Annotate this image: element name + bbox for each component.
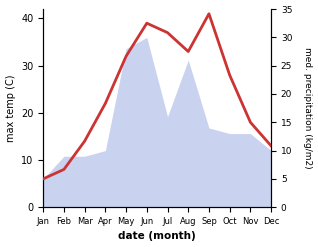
Y-axis label: max temp (C): max temp (C) <box>5 74 16 142</box>
X-axis label: date (month): date (month) <box>118 231 196 242</box>
Y-axis label: med. precipitation (kg/m2): med. precipitation (kg/m2) <box>303 47 313 169</box>
